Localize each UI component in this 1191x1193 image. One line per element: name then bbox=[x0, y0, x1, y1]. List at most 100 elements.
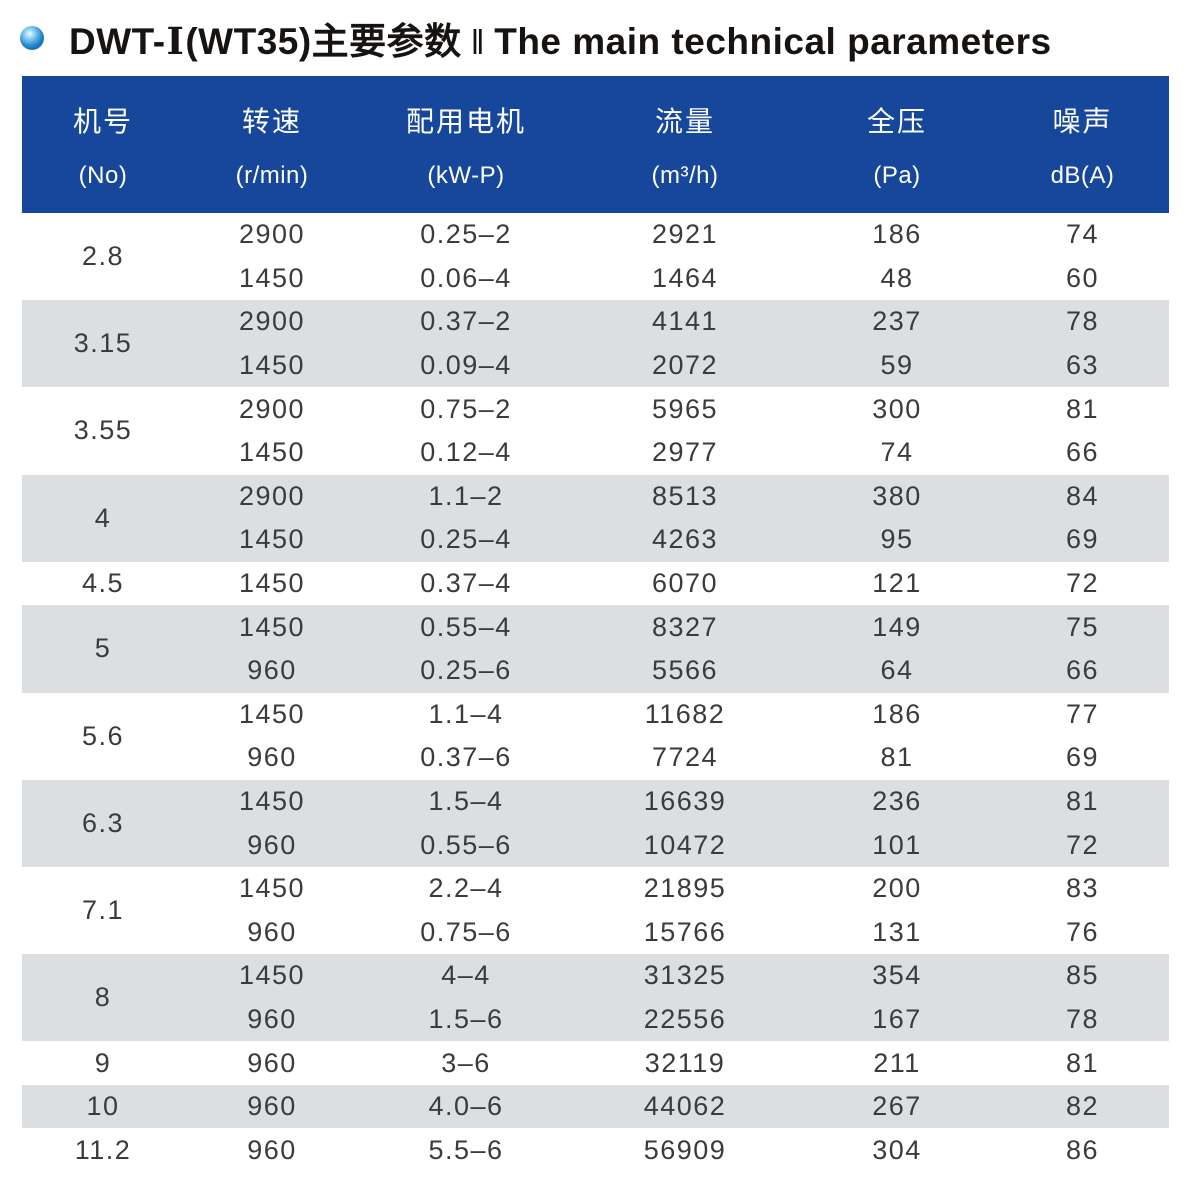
pressure-cell: 237 bbox=[798, 300, 996, 344]
motor-cell: 0.55–4 bbox=[360, 605, 572, 649]
column-header-noise: 噪声 dB(A) bbox=[996, 76, 1169, 213]
noise-cell: 63 bbox=[996, 343, 1169, 388]
table-row: 5.6 1450 1.1–4 11682 186 77 bbox=[22, 692, 1169, 780]
pressure-cell: 380 bbox=[798, 474, 996, 519]
table-row: 1450 0.25–4 4263 95 69 bbox=[22, 518, 1169, 562]
flow-cell: 16639 bbox=[572, 779, 798, 824]
rpm-cell: 960 bbox=[184, 823, 360, 867]
table-row: 1450 0.12–4 2977 74 66 bbox=[22, 430, 1169, 475]
noise-cell: 77 bbox=[996, 692, 1169, 737]
rpm-cell: 960 bbox=[184, 1128, 360, 1173]
motor-cell: 3–6 bbox=[360, 1041, 572, 1085]
rpm-cell: 960 bbox=[184, 648, 360, 693]
fan-size-cell: 5 bbox=[22, 605, 184, 693]
table-row: 2.8 2900 0.25–2 2921 186 74 bbox=[22, 213, 1169, 301]
motor-cell: 2.2–4 bbox=[360, 866, 572, 911]
rpm-cell: 960 bbox=[184, 1041, 360, 1085]
fan-size-cell: 3.55 bbox=[22, 387, 184, 475]
rpm-cell: 2900 bbox=[184, 474, 360, 519]
pressure-cell: 149 bbox=[798, 605, 996, 649]
fan-size-cell: 2.8 bbox=[22, 213, 184, 301]
fan-size-cell: 10 bbox=[22, 1084, 184, 1129]
pressure-cell: 101 bbox=[798, 823, 996, 867]
column-unit: (Pa) bbox=[873, 161, 921, 189]
flow-cell: 56909 bbox=[572, 1128, 798, 1173]
motor-cell: 0.12–4 bbox=[360, 430, 572, 475]
pressure-cell: 95 bbox=[798, 518, 996, 562]
motor-cell: 0.37–6 bbox=[360, 736, 572, 780]
table-row: 3.15 2900 0.37–2 4141 237 78 bbox=[22, 300, 1169, 388]
column-unit: (m³/h) bbox=[651, 161, 719, 189]
column-unit: (r/min) bbox=[235, 161, 309, 189]
flow-cell: 2977 bbox=[572, 430, 798, 475]
rpm-cell: 2900 bbox=[184, 300, 360, 344]
noise-cell: 85 bbox=[996, 954, 1169, 998]
column-header-no: 机号 (No) bbox=[22, 76, 184, 213]
motor-cell: 1.1–4 bbox=[360, 692, 572, 737]
fan-size-cell: 8 bbox=[22, 954, 184, 1042]
motor-cell: 1.1–2 bbox=[360, 474, 572, 519]
table-body: 2.8 2900 0.25–2 2921 186 74 1450 0.06–4 1464 48 60… bbox=[22, 213, 1169, 1173]
table-row: 960 0.37–6 7724 81 69 bbox=[22, 736, 1169, 780]
flow-cell: 22556 bbox=[572, 997, 798, 1042]
pressure-cell: 186 bbox=[798, 692, 996, 737]
noise-cell: 82 bbox=[996, 1084, 1169, 1129]
pressure-cell: 48 bbox=[798, 256, 996, 301]
table-row: 960 0.25–6 5566 64 66 bbox=[22, 648, 1169, 693]
flow-cell: 7724 bbox=[572, 736, 798, 780]
table-row: 1450 0.06–4 1464 48 60 bbox=[22, 256, 1169, 301]
title-english: The main technical parameters bbox=[494, 21, 1052, 62]
column-label: 流量 bbox=[654, 105, 715, 137]
flow-cell: 4141 bbox=[572, 300, 798, 344]
column-label: 配用电机 bbox=[405, 105, 526, 137]
motor-cell: 0.55–6 bbox=[360, 823, 572, 867]
rpm-cell: 1450 bbox=[184, 866, 360, 911]
rpm-cell: 2900 bbox=[184, 213, 360, 257]
flow-cell: 2921 bbox=[572, 213, 798, 257]
table-row: 3.55 2900 0.75–2 5965 300 81 bbox=[22, 387, 1169, 475]
motor-cell: 4–4 bbox=[360, 954, 572, 998]
column-header-motor: 配用电机 (kW-P) bbox=[360, 76, 572, 213]
column-label: 全压 bbox=[866, 105, 927, 137]
motor-cell: 0.37–2 bbox=[360, 300, 572, 344]
table-row: 8 1450 4–4 31325 354 85 bbox=[22, 954, 1169, 1042]
rpm-cell: 1450 bbox=[184, 518, 360, 562]
pressure-cell: 300 bbox=[798, 387, 996, 431]
noise-cell: 81 bbox=[996, 1041, 1169, 1085]
motor-cell: 0.09–4 bbox=[360, 343, 572, 388]
fan-size-cell: 9 bbox=[22, 1041, 184, 1085]
noise-cell: 69 bbox=[996, 518, 1169, 562]
bullet-dot-icon bbox=[20, 26, 44, 50]
pressure-cell: 131 bbox=[798, 910, 996, 955]
table-row: 960 0.75–6 15766 131 76 bbox=[22, 910, 1169, 955]
flow-cell: 11682 bbox=[572, 692, 798, 737]
pressure-cell: 59 bbox=[798, 343, 996, 388]
rpm-cell: 1450 bbox=[184, 779, 360, 824]
table-header: 机号 (No) 转速 (r/min) 配用电机 (kW-P) 流量 (m³/h)… bbox=[22, 76, 1169, 213]
column-label: 转速 bbox=[241, 105, 302, 137]
table-row: 10 960 4.0–6 44062 267 82 bbox=[22, 1084, 1169, 1129]
noise-cell: 86 bbox=[996, 1128, 1169, 1173]
noise-cell: 66 bbox=[996, 430, 1169, 475]
rpm-cell: 1450 bbox=[184, 605, 360, 649]
noise-cell: 69 bbox=[996, 736, 1169, 780]
pressure-cell: 64 bbox=[798, 648, 996, 693]
table-row: 5 1450 0.55–4 8327 149 75 bbox=[22, 605, 1169, 693]
flow-cell: 2072 bbox=[572, 343, 798, 388]
header-row: 机号 (No) 转速 (r/min) 配用电机 (kW-P) 流量 (m³/h)… bbox=[22, 76, 1169, 213]
fan-size-cell: 5.6 bbox=[22, 692, 184, 780]
motor-cell: 1.5–4 bbox=[360, 779, 572, 824]
rpm-cell: 1450 bbox=[184, 561, 360, 606]
rpm-cell: 1450 bbox=[184, 343, 360, 388]
column-label: 机号 bbox=[72, 105, 133, 137]
table-row: 7.1 1450 2.2–4 21895 200 83 bbox=[22, 866, 1169, 955]
noise-cell: 83 bbox=[996, 866, 1169, 911]
motor-cell: 0.25–2 bbox=[360, 213, 572, 257]
pressure-cell: 354 bbox=[798, 954, 996, 998]
motor-cell: 0.37–4 bbox=[360, 561, 572, 606]
column-unit: (kW-P) bbox=[427, 161, 505, 189]
table-row: 11.2 960 5.5–6 56909 304 86 bbox=[22, 1128, 1169, 1173]
fan-size-cell: 3.15 bbox=[22, 300, 184, 388]
rpm-cell: 960 bbox=[184, 736, 360, 780]
pressure-cell: 304 bbox=[798, 1128, 996, 1173]
